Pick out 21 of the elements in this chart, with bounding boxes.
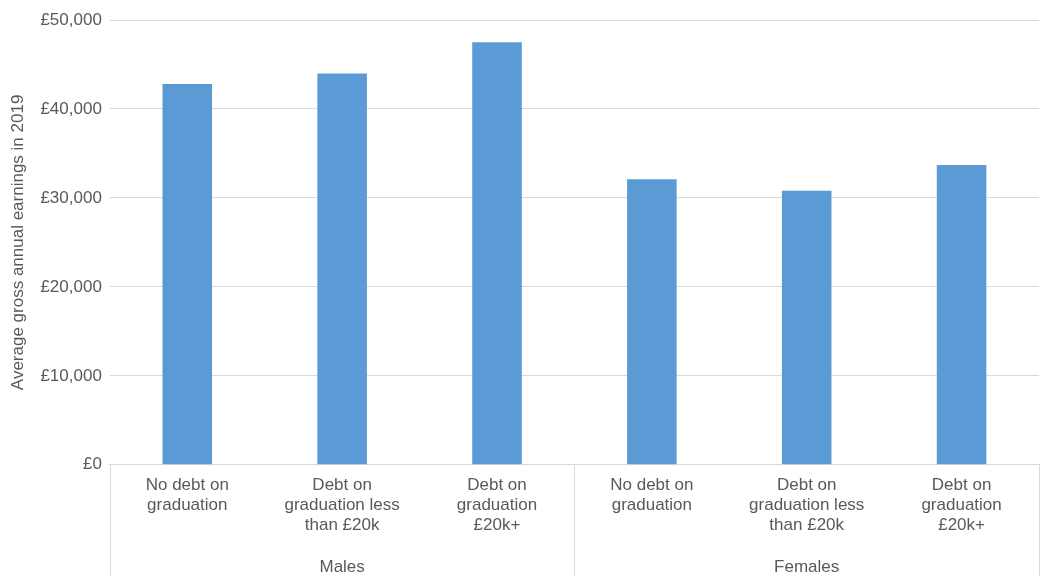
x-tick-label: No debt on graduation bbox=[610, 474, 694, 515]
x-tick-label: Debt on graduation £20k+ bbox=[456, 474, 538, 535]
x-tick-label: Debt on graduation £20k+ bbox=[921, 474, 1002, 535]
bar bbox=[627, 179, 677, 465]
y-tick-label: £40,000 bbox=[40, 98, 102, 118]
text: Males bbox=[319, 557, 365, 576]
y-tick-label: £30,000 bbox=[40, 187, 102, 207]
x-tick-label: Debt on graduation less than £20k bbox=[749, 474, 865, 535]
x-tick-label: No debt on graduation bbox=[145, 474, 229, 515]
text: Females bbox=[774, 557, 840, 576]
y-tick-label: £0 bbox=[82, 454, 102, 474]
y-tick-label: £50,000 bbox=[40, 9, 102, 29]
y-tick-label: £20,000 bbox=[40, 276, 102, 296]
y-axis-title: Average gross annual earnings in 2019 bbox=[7, 94, 27, 391]
bar bbox=[162, 84, 213, 465]
x-tick-label: Debt on graduation less than £20k bbox=[284, 474, 400, 535]
y-tick-label: £10,000 bbox=[40, 365, 102, 385]
bar bbox=[472, 42, 522, 465]
bar bbox=[781, 190, 832, 465]
bar bbox=[317, 73, 367, 465]
bar bbox=[936, 165, 987, 465]
